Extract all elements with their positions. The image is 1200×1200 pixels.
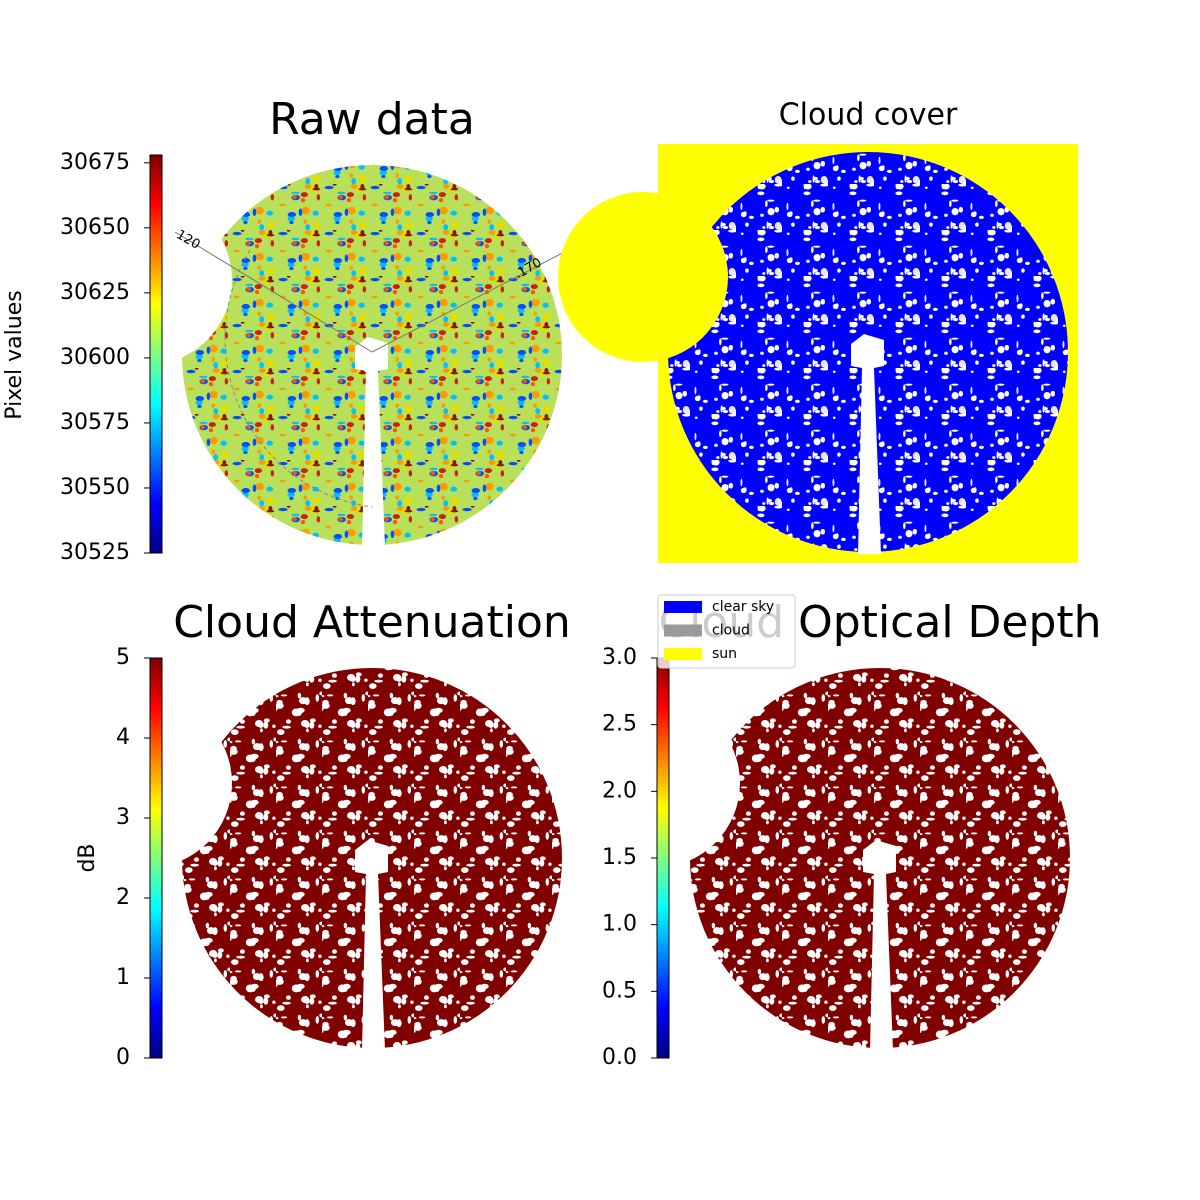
colorbar-tick-label: 30650	[60, 215, 130, 240]
colorbar-tick-label: 3.0	[602, 645, 637, 670]
colorbar-tick-label: 0	[116, 1045, 130, 1070]
colorbar	[149, 154, 163, 554]
polar-grid-line	[174, 231, 373, 353]
colorbar-tick-label: 1.0	[602, 912, 637, 937]
colorbar-tick-label: 3	[116, 805, 130, 830]
panel: Cloud cover	[558, 98, 1078, 563]
colorbar	[656, 657, 670, 1059]
image-mask	[62, 195, 232, 365]
colorbar-tick-label: 1	[116, 965, 130, 990]
legend-swatch	[664, 601, 702, 613]
image-mask	[355, 840, 388, 1050]
colorbar-tick-label: 0.5	[602, 978, 637, 1003]
colorbar-tick-label: 30625	[60, 280, 130, 305]
panel-title: Cloud cover	[779, 98, 958, 133]
legend-label: cloud	[712, 623, 750, 639]
colorbar-tick-label: 30550	[60, 475, 130, 500]
legend-swatch	[664, 648, 702, 660]
panel: Raw data12017030525305503057530600306253…	[2, 94, 573, 565]
colorbar-tick-label: 1.5	[602, 845, 637, 870]
colorbar-tick-label: 2.5	[602, 712, 637, 737]
image-mask	[355, 337, 388, 547]
polar-grid-line	[371, 247, 573, 353]
colorbar-tick-label: 2	[116, 885, 130, 910]
polar-grid-circle	[224, 249, 373, 508]
panel-title: Cloud Attenuation	[173, 597, 571, 648]
legend-swatch	[664, 624, 702, 637]
image-mask	[863, 840, 896, 1050]
image-mask	[62, 698, 232, 868]
colorbar-label: Pixel values	[2, 290, 27, 419]
image-mask	[558, 192, 728, 362]
panel-title: Raw data	[269, 94, 475, 145]
colorbar-tick-label: 4	[116, 725, 130, 750]
colorbar-tick-label: 30600	[60, 345, 130, 370]
image-mask	[570, 698, 740, 868]
image-mask	[851, 334, 884, 554]
colorbar	[149, 657, 163, 1059]
colorbar-label: dB	[75, 843, 100, 872]
colorbar-tick-label: 5	[116, 645, 130, 670]
legend-label: sun	[712, 646, 737, 662]
colorbar-tick-label: 2.0	[602, 778, 637, 803]
legend: clear sky cloud sun	[657, 594, 796, 669]
panel: Cloud Attenuation 0 1 2 3 4 5 dB	[62, 597, 571, 1070]
legend-label: clear sky	[712, 599, 774, 615]
colorbar-tick-label: 30575	[60, 410, 130, 435]
colorbar-tick-label: 0.0	[602, 1045, 637, 1070]
colorbar-tick-label: 30675	[60, 150, 130, 175]
colorbar-tick-label: 30525	[60, 540, 130, 565]
